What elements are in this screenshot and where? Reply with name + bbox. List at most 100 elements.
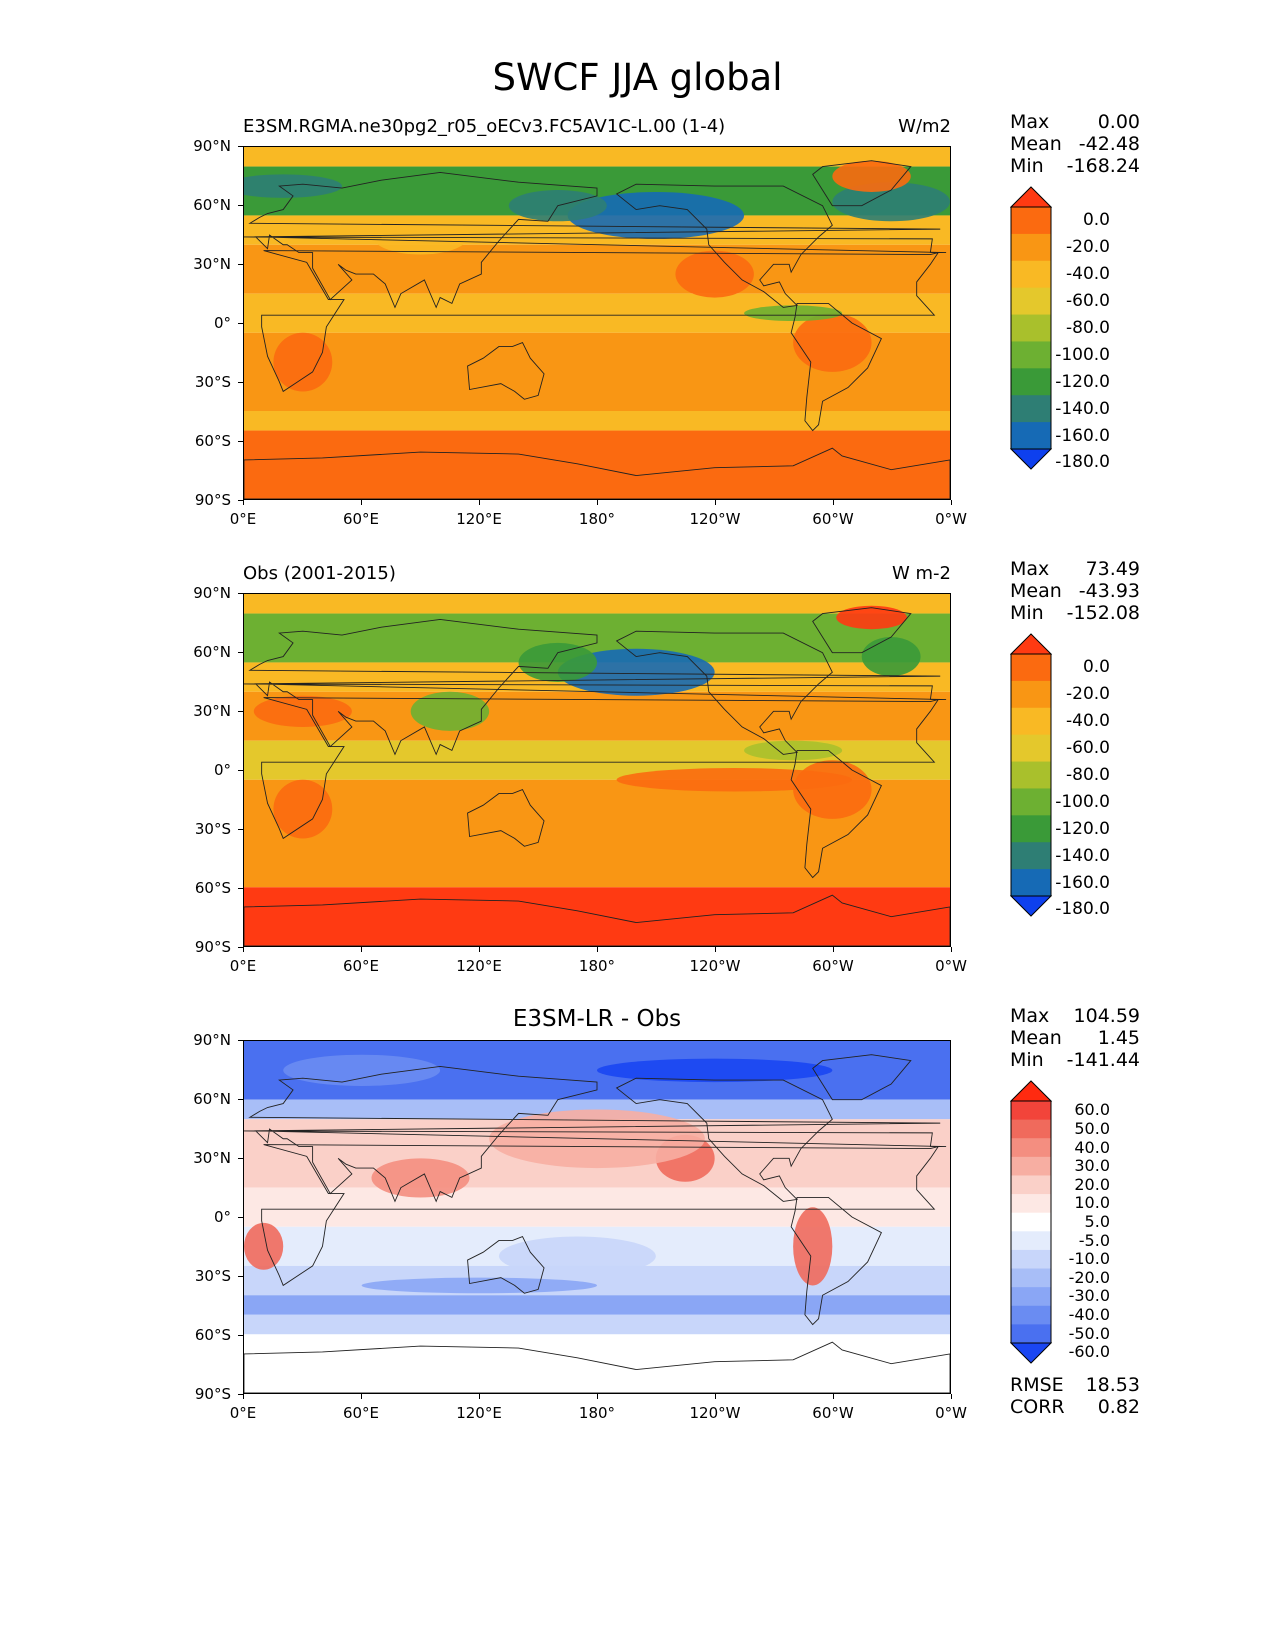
stat-label: Min [1010, 602, 1044, 624]
coastline-greenland [812, 160, 912, 207]
field-feature [273, 332, 333, 392]
y-tick-mark [238, 1099, 243, 1100]
y-tick-mark [238, 1040, 243, 1041]
field-band [244, 594, 950, 614]
x-tick-mark [597, 500, 598, 505]
y-tick-mark [238, 711, 243, 712]
y-tick-label: 60°N [193, 1090, 231, 1108]
stat-value: 0.82 [1097, 1396, 1140, 1418]
colorbar-tick-label: -180.0 [1055, 452, 1110, 473]
coastlines [244, 1054, 950, 1393]
x-tick-label: 0°W [935, 510, 967, 528]
colorbar-segment [1011, 761, 1051, 789]
stat-label: Max [1010, 1005, 1050, 1027]
field-band [244, 411, 950, 431]
x-tick-mark [243, 1394, 244, 1399]
y-tick-mark [238, 205, 243, 206]
field-feature [793, 760, 872, 819]
field-feature [793, 1207, 833, 1286]
field-feature [861, 637, 921, 677]
map-panel [243, 146, 951, 500]
stat-label: Mean [1010, 1027, 1062, 1049]
colorbar-segment [1011, 734, 1051, 763]
coastline-africa [261, 250, 940, 393]
stat-value: -168.24 [1066, 155, 1140, 177]
x-tick-mark [243, 500, 244, 505]
stat-row: CORR 0.82 [1010, 1396, 1140, 1418]
field-band [244, 691, 950, 741]
colorbar-tick-label: -10.0 [1068, 1249, 1110, 1269]
colorbar-container [1009, 186, 1053, 474]
colorbar-tick-label: -120.0 [1055, 371, 1110, 392]
coastline-antarctica [244, 1341, 950, 1393]
colorbar-segment [1011, 233, 1051, 262]
colorbar-segment [1011, 1268, 1051, 1288]
coastline-namerica [615, 1077, 833, 1202]
y-tick-mark [238, 947, 243, 948]
field-layer [244, 1041, 950, 1393]
colorbar-frame [1010, 653, 1052, 897]
y-tick-mark [238, 652, 243, 653]
y-tick-mark [238, 146, 243, 147]
colorbar-tick-label: -20.0 [1066, 684, 1110, 705]
x-tick-label: 180° [578, 510, 616, 528]
y-tick-mark [238, 888, 243, 889]
y-tick-mark [238, 323, 243, 324]
x-tick-label: 120°E [456, 957, 502, 975]
colorbar-segment [1011, 1175, 1051, 1195]
y-tick-label: 60°S [194, 879, 231, 897]
stat-label: Min [1010, 1049, 1044, 1071]
colorbar-frame [1010, 206, 1052, 450]
colorbar-segment [1011, 815, 1051, 843]
y-tick-label: 30°S [194, 820, 231, 838]
colorbar-segment [1011, 1101, 1051, 1121]
x-tick-label: 120°W [689, 957, 741, 975]
field-feature [498, 1236, 656, 1276]
colorbar-extend-top [1009, 186, 1053, 208]
x-tick-mark [243, 947, 244, 952]
panel-left-title: E3SM.RGMA.ne30pg2_r05_oECv3.FC5AV1C-L.00… [243, 116, 726, 137]
coastline-africa [261, 1144, 940, 1287]
y-tick-mark [238, 829, 243, 830]
x-tick-label: 0°E [229, 957, 257, 975]
x-tick-mark [361, 947, 362, 952]
y-tick-label: 30°N [193, 1149, 231, 1167]
stat-label: CORR [1010, 1396, 1065, 1418]
colorbar-segment [1011, 422, 1051, 450]
stat-value: -152.08 [1066, 602, 1140, 624]
colorbar-segment [1011, 1138, 1051, 1158]
coastline-greenland [812, 1054, 912, 1101]
coastlines [244, 160, 950, 499]
colorbar-segment [1011, 1249, 1051, 1270]
coastline-greenland [812, 607, 912, 654]
y-tick-mark [238, 382, 243, 383]
field-band [244, 1099, 950, 1120]
colorbar-segment [1011, 680, 1051, 709]
colorbar-tick-label: -140.0 [1055, 845, 1110, 866]
stat-label: Min [1010, 155, 1044, 177]
x-tick-mark [715, 947, 716, 952]
x-tick-mark [833, 1394, 834, 1399]
stat-row: Min -168.24 [1010, 155, 1140, 177]
field-feature [253, 695, 352, 727]
panel-units-label: W m-2 [891, 563, 951, 584]
y-tick-label: 90°N [193, 1031, 231, 1049]
colorbar-segment [1011, 287, 1051, 316]
x-tick-label: 60°E [342, 510, 380, 528]
stat-label: Max [1010, 558, 1050, 580]
coastline-samerica [790, 1196, 882, 1326]
field-band [244, 1314, 950, 1335]
coastline-eurasia [244, 619, 947, 756]
y-tick-mark [238, 1394, 243, 1395]
x-tick-mark [951, 1394, 952, 1399]
y-tick-label: 30°S [194, 1267, 231, 1285]
stat-row: Max 73.49 [1010, 558, 1140, 580]
field-feature [832, 182, 950, 222]
colorbar-tick-label: -5.0 [1078, 1230, 1110, 1250]
x-tick-mark [361, 1394, 362, 1399]
y-tick-label: 30°S [194, 373, 231, 391]
coastline-eurasia [244, 1066, 947, 1203]
y-tick-label: 60°S [194, 1326, 231, 1344]
stats-box: Max 73.49 Mean -43.93 Min -152.08 [1010, 558, 1140, 624]
colorbar-tick-label: 60.0 [1074, 1100, 1110, 1120]
